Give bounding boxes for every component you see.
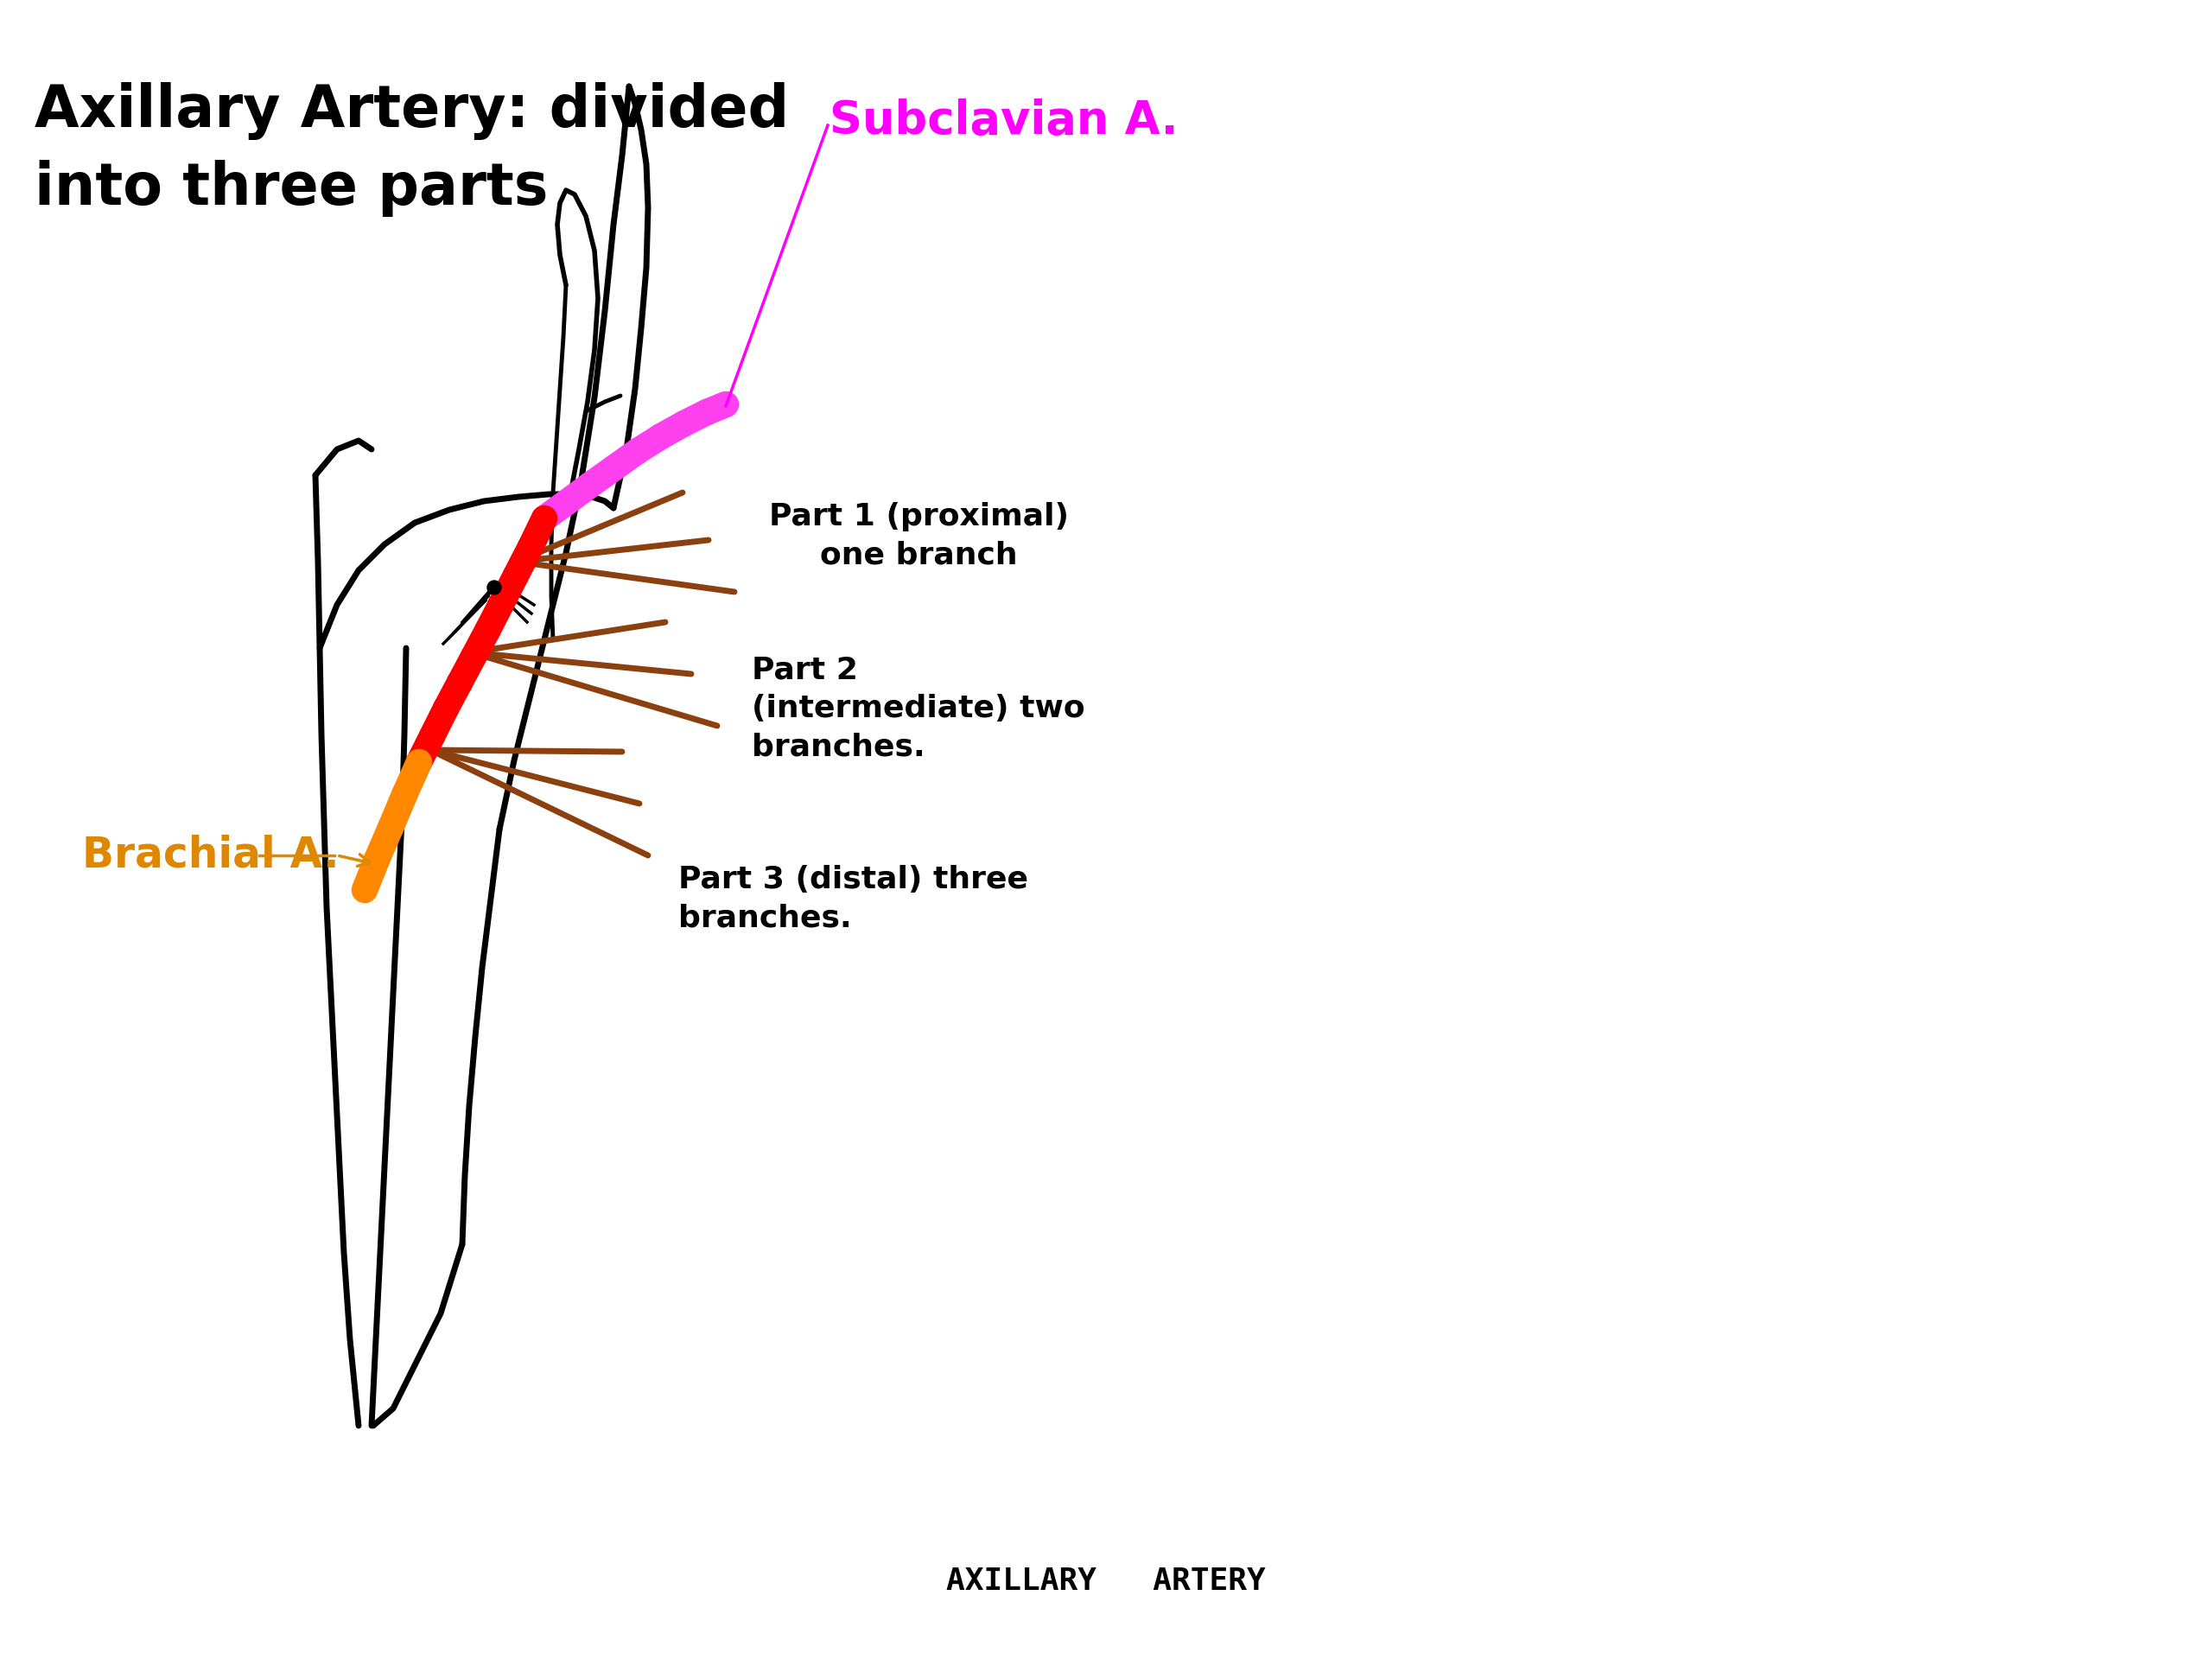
Text: Part 3 (distal) three
branches.: Part 3 (distal) three branches. xyxy=(679,864,1029,932)
Text: AXILLARY   ARTERY: AXILLARY ARTERY xyxy=(947,1566,1265,1596)
Text: Brachial A.: Brachial A. xyxy=(82,834,338,876)
Text: into three parts: into three parts xyxy=(35,159,549,217)
Text: Part 1 (proximal)
one branch: Part 1 (proximal) one branch xyxy=(770,501,1068,569)
Text: Axillary Artery: divided: Axillary Artery: divided xyxy=(35,81,790,139)
Text: Subclavian A.: Subclavian A. xyxy=(830,98,1179,143)
Circle shape xyxy=(487,581,502,594)
Text: Part 2
(intermediate) two
branches.: Part 2 (intermediate) two branches. xyxy=(752,655,1084,761)
